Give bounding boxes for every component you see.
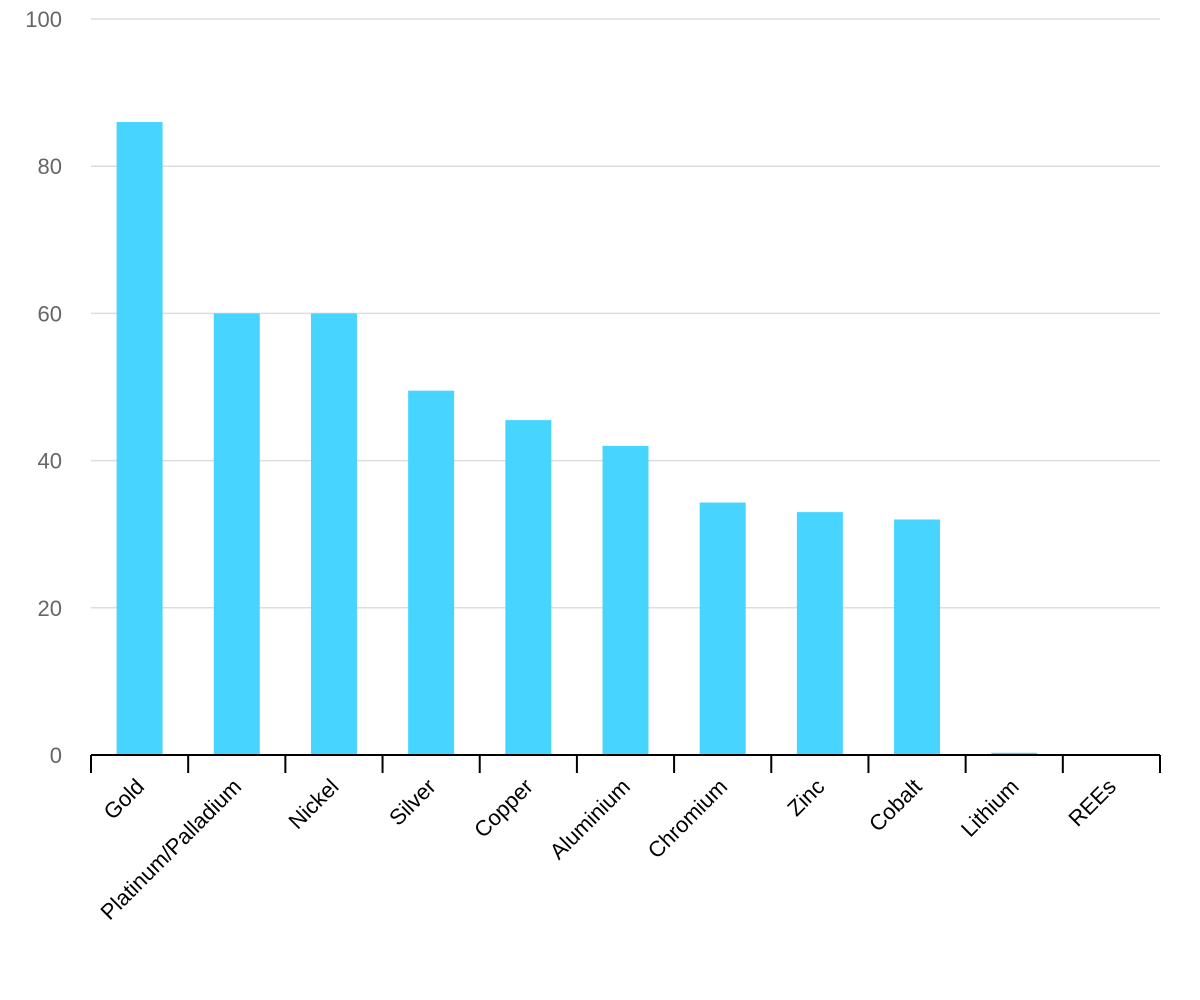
y-tick-label-100: 100	[25, 7, 62, 32]
x-tick-label-rees: REEs	[1063, 774, 1120, 831]
bar-silver	[408, 390, 455, 755]
bar-aluminium	[602, 445, 649, 755]
y-tick-label-80: 80	[38, 154, 62, 179]
bar-copper	[505, 420, 552, 755]
bar-chromium	[699, 502, 746, 755]
x-tick-label-aluminium: Aluminium	[545, 774, 635, 864]
y-tick-label-40: 40	[38, 449, 62, 474]
bar-cobalt	[894, 519, 941, 755]
bar-lithium	[991, 752, 1038, 755]
x-tick-label-silver: Silver	[384, 774, 441, 831]
x-tick-label-nickel: Nickel	[283, 774, 343, 834]
x-tick-label-copper: Copper	[469, 774, 538, 843]
x-tick-label-chromium: Chromium	[643, 774, 732, 863]
bar-nickel	[310, 313, 357, 755]
bar-zinc	[796, 512, 843, 755]
y-axis-ticks: 0 20 40 60 80 100	[25, 7, 62, 768]
x-tick-label-gold: Gold	[99, 774, 150, 825]
bars	[116, 122, 1038, 756]
x-tick-label-lithium: Lithium	[956, 774, 1024, 842]
y-tick-label-60: 60	[38, 301, 62, 326]
bar-gold	[116, 122, 163, 756]
gridlines	[91, 18, 1160, 609]
y-tick-label-20: 20	[38, 596, 62, 621]
y-tick-label-0: 0	[50, 743, 62, 768]
x-tick-label-zinc: Zinc	[782, 774, 829, 821]
x-tick-label-cobalt: Cobalt	[864, 774, 927, 837]
bar-platinum-palladium	[213, 313, 260, 755]
